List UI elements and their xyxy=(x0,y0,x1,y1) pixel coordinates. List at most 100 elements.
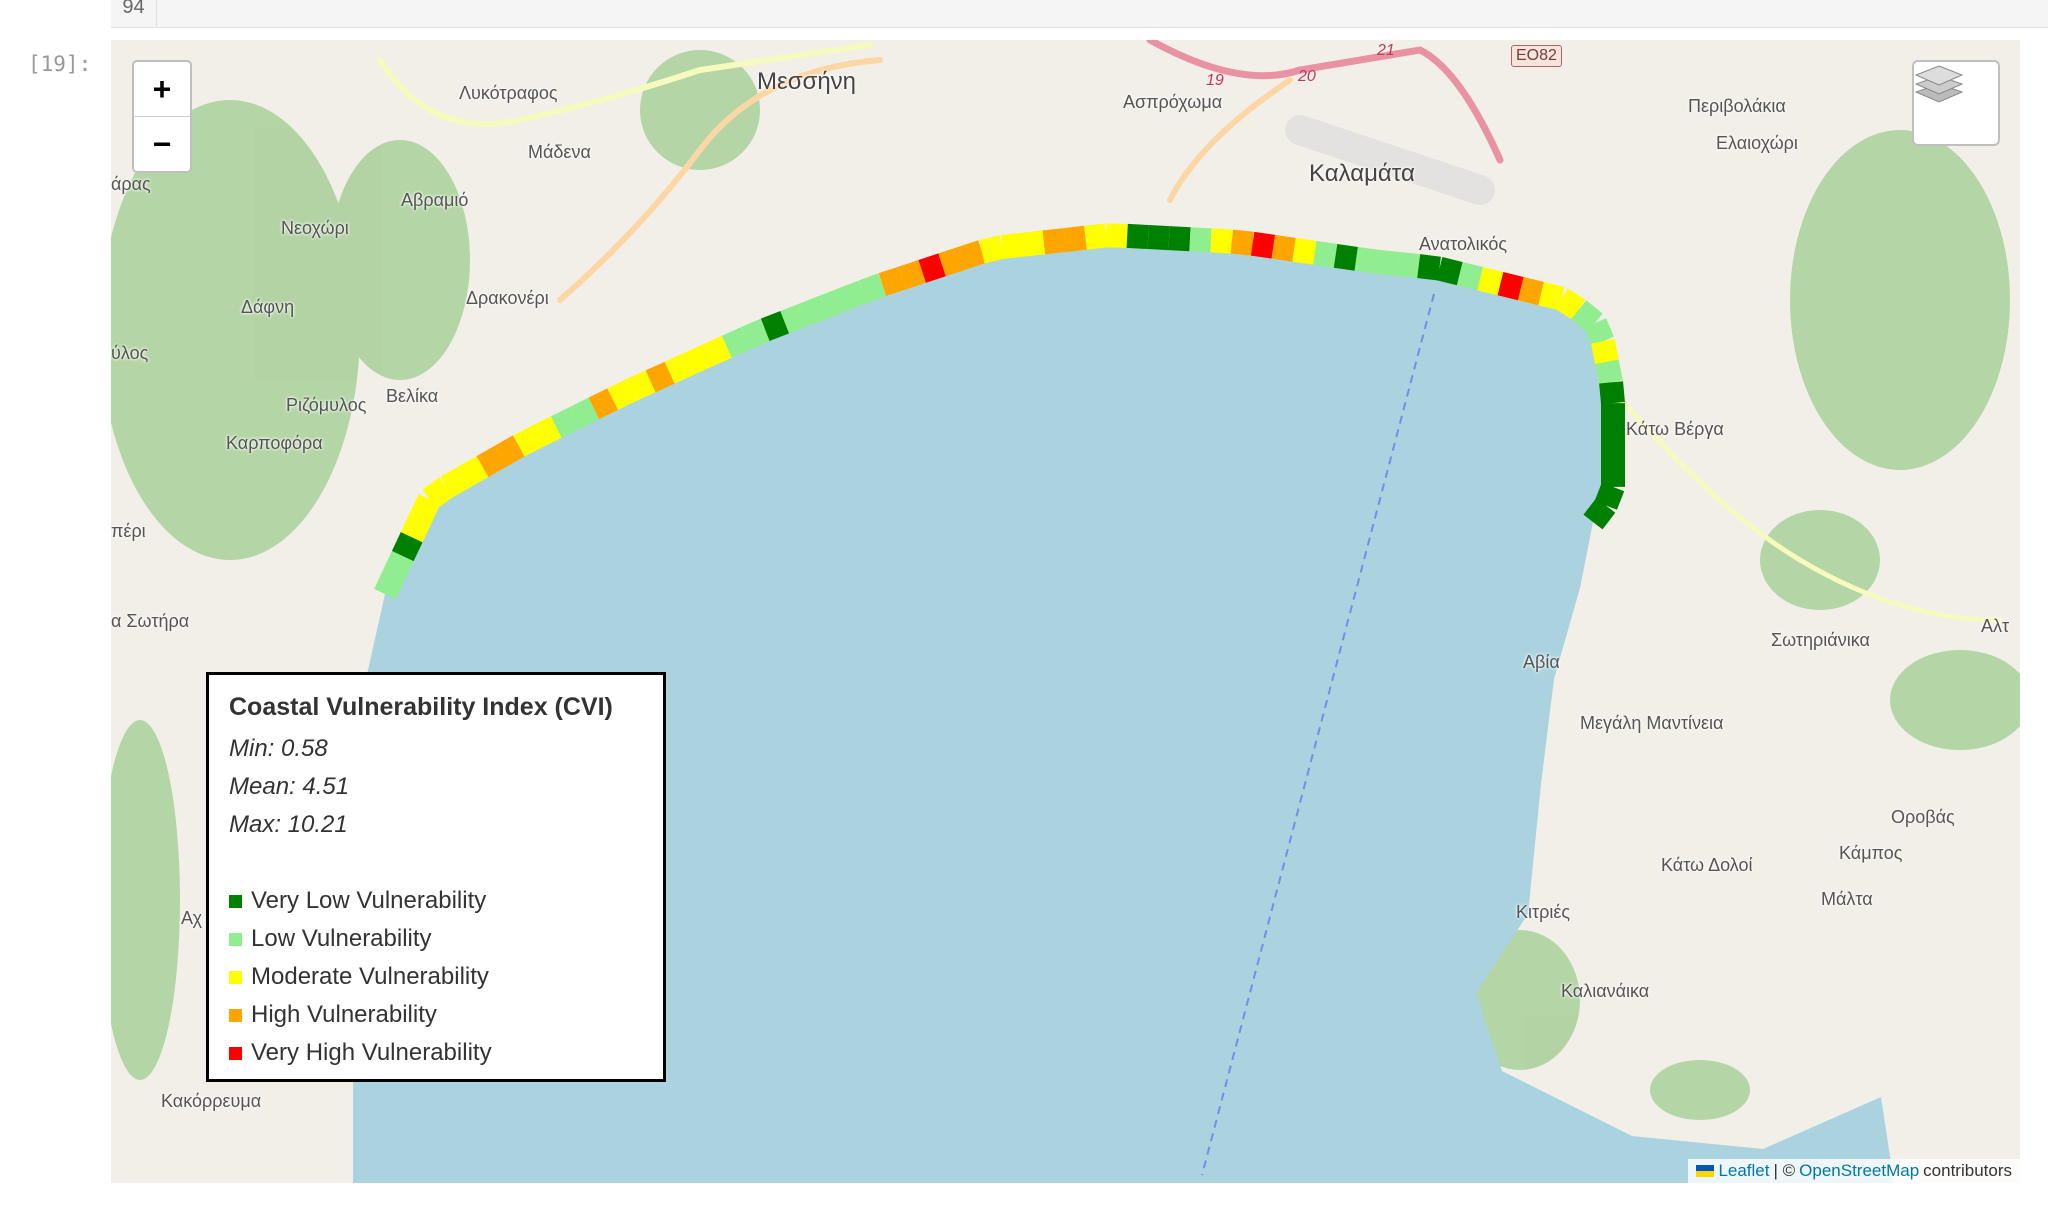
coast-segment[interactable] xyxy=(721,327,751,358)
coast-segment[interactable] xyxy=(1591,338,1619,365)
coast-segment[interactable] xyxy=(374,569,405,600)
coast-segment[interactable] xyxy=(569,397,600,429)
coast-segment[interactable] xyxy=(391,532,423,562)
coast-segment[interactable] xyxy=(532,416,562,448)
zoom-in-button[interactable]: + xyxy=(152,71,172,107)
place-label: Ανατολικός xyxy=(1419,234,1508,254)
place-label: Λυκότραφος xyxy=(459,83,558,103)
coast-segment[interactable] xyxy=(1538,281,1565,311)
coast-segment[interactable] xyxy=(626,370,656,401)
coast-segment[interactable] xyxy=(780,303,809,334)
coast-segment[interactable] xyxy=(918,253,946,283)
coast-segment[interactable] xyxy=(476,445,507,477)
coast-segment[interactable] xyxy=(1271,234,1296,262)
coast-segment[interactable] xyxy=(1595,359,1623,385)
place-label: Κακόρρευμα xyxy=(161,1091,262,1111)
zoom-out-button[interactable]: − xyxy=(134,116,190,171)
coast-segment[interactable] xyxy=(1168,226,1191,252)
place-label: Νεοχώρι xyxy=(281,218,349,238)
coast-segment[interactable] xyxy=(1084,223,1108,250)
place-label: Μάλτα xyxy=(1821,889,1873,909)
coast-segment[interactable] xyxy=(799,295,829,326)
coast-segment[interactable] xyxy=(760,311,790,341)
coast-segment[interactable] xyxy=(400,513,432,543)
coast-segment[interactable] xyxy=(664,353,694,384)
coast-segment[interactable] xyxy=(878,266,907,296)
coast-segment[interactable] xyxy=(1230,229,1254,256)
legend-swatch xyxy=(229,932,242,946)
place-label: Αλτ xyxy=(1981,616,2010,636)
coast-segment[interactable] xyxy=(645,361,675,393)
coast-segment[interactable] xyxy=(422,477,454,509)
coast-segment[interactable] xyxy=(1436,256,1463,286)
previous-cell-input[interactable]: 94 xyxy=(111,0,2048,28)
osm-link[interactable]: OpenStreetMap xyxy=(1799,1161,1920,1180)
coast-segment[interactable] xyxy=(383,550,414,581)
attribution-separator: | © xyxy=(1773,1161,1796,1180)
coast-segment[interactable] xyxy=(1000,232,1025,259)
coast-segment[interactable] xyxy=(1456,261,1484,291)
coast-segment[interactable] xyxy=(1477,266,1504,296)
legend-swatch xyxy=(229,1046,242,1060)
coast-segment[interactable] xyxy=(1583,498,1616,530)
coast-segment[interactable] xyxy=(458,456,489,488)
coast-segment[interactable] xyxy=(838,280,868,311)
zoom-control: + − xyxy=(132,60,192,173)
coast-segment[interactable] xyxy=(1417,254,1441,281)
coast-segment[interactable] xyxy=(938,246,966,277)
coast-segment[interactable] xyxy=(1599,381,1625,405)
road-shield: ΕΟ82 xyxy=(1511,45,1562,67)
coast-segment[interactable] xyxy=(494,435,525,467)
coast-segment[interactable] xyxy=(1555,288,1586,320)
coast-segment[interactable] xyxy=(1250,231,1276,259)
coast-segment[interactable] xyxy=(551,406,581,438)
coast-segment[interactable] xyxy=(1333,243,1359,271)
coast-segment[interactable] xyxy=(1106,223,1128,248)
cell-prompt: [19]: xyxy=(28,52,92,76)
coast-segment[interactable] xyxy=(1571,300,1603,333)
place-label: Οροβάς xyxy=(1891,807,1955,827)
coast-segment[interactable] xyxy=(1584,318,1614,346)
coast-segment[interactable] xyxy=(1375,249,1400,276)
coast-segment[interactable] xyxy=(607,379,637,410)
coast-segment[interactable] xyxy=(1210,228,1233,254)
coast-segment[interactable] xyxy=(683,344,713,375)
legend-item: Very Low Vulnerability xyxy=(229,882,643,920)
coast-segment[interactable] xyxy=(1354,246,1379,274)
coast-segment[interactable] xyxy=(409,494,441,524)
coast-segment[interactable] xyxy=(1313,240,1338,268)
coast-segment[interactable] xyxy=(440,466,471,498)
place-label: Καλιανάικα xyxy=(1561,981,1650,1001)
coast-segment[interactable] xyxy=(1594,482,1625,510)
coast-segment[interactable] xyxy=(1126,223,1149,250)
coast-segment[interactable] xyxy=(702,335,732,367)
coast-segment[interactable] xyxy=(588,388,618,420)
coast-segment[interactable] xyxy=(1063,225,1087,252)
coast-segment[interactable] xyxy=(858,273,887,304)
coast-segment[interactable] xyxy=(1021,230,1046,257)
coast-segment[interactable] xyxy=(1517,276,1545,306)
legend-label: Low Vulnerability xyxy=(251,925,432,952)
legend-swatch xyxy=(229,1008,242,1022)
place-label: Ριζόμυλος xyxy=(286,395,367,415)
place-label: Αβραμιό xyxy=(401,190,469,210)
coast-segment[interactable] xyxy=(819,288,848,319)
legend-label: Very High Vulnerability xyxy=(251,1039,492,1066)
coast-segment[interactable] xyxy=(1396,251,1420,278)
coast-segment[interactable] xyxy=(1497,271,1524,301)
leaflet-link[interactable]: Leaflet xyxy=(1718,1161,1770,1180)
road-number: 21 xyxy=(1377,42,1395,59)
layers-control-button[interactable] xyxy=(1912,60,2000,146)
leaflet-map[interactable]: Μεσσήνη Λυκότραφος Μάδενα Αβραμιό Νεοχώρ… xyxy=(111,40,2020,1183)
coast-segment[interactable] xyxy=(1147,225,1170,251)
coast-segment[interactable] xyxy=(958,240,986,270)
coast-segment[interactable] xyxy=(898,259,927,290)
coast-segment[interactable] xyxy=(741,318,770,350)
coast-segment[interactable] xyxy=(1189,227,1212,253)
coast-segment[interactable] xyxy=(1292,237,1317,265)
legend-mean: Mean: 4.51 xyxy=(229,773,350,800)
place-label: Ελαιοχώρι xyxy=(1716,133,1798,153)
coast-segment[interactable] xyxy=(1042,228,1067,255)
coast-segment[interactable] xyxy=(513,425,543,457)
coast-segment[interactable] xyxy=(979,235,1005,264)
